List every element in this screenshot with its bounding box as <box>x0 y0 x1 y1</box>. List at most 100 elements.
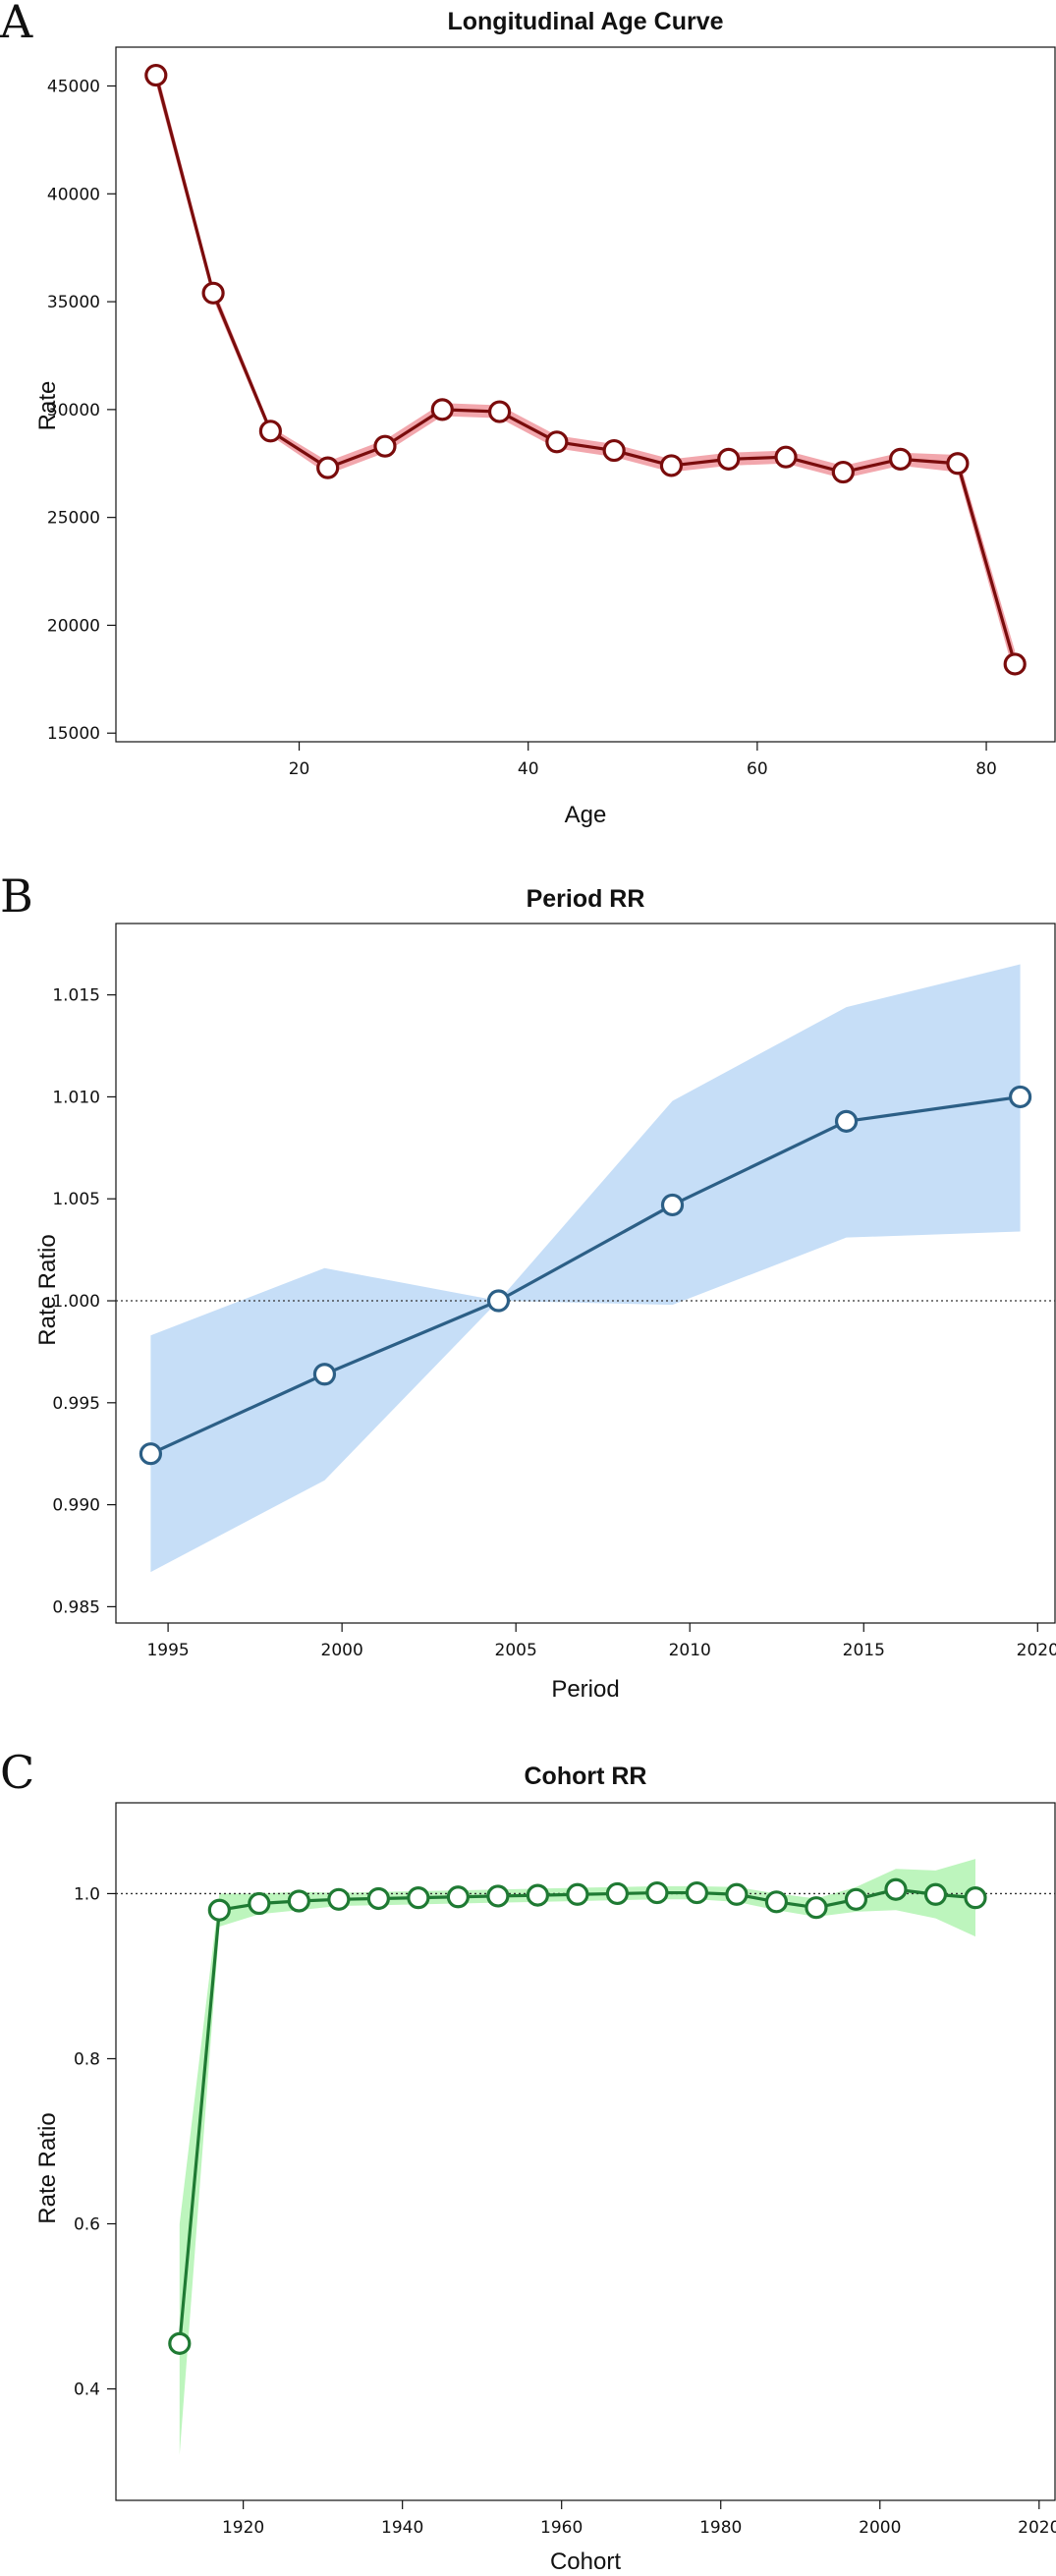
age-y-tick-label: 25000 <box>47 509 100 529</box>
age-x-tick-label: 40 <box>518 759 539 779</box>
age-chart-title: Longitudinal Age Curve <box>447 8 723 35</box>
cohort-plot-frame <box>115 1802 1056 2501</box>
cohort-y-tick-label: 1.0 <box>74 1884 100 1904</box>
period-x-tick-label: 1995 <box>146 1641 189 1660</box>
cohort-y-axis-title: Rate Ratio <box>34 2112 61 2223</box>
cohort-data-point <box>207 1898 231 1922</box>
cohort-y-tick-label: 0.6 <box>74 2215 100 2235</box>
cohort-x-tick-label: 2000 <box>859 2518 901 2538</box>
cohort-data-point <box>407 1886 430 1910</box>
cohort-y-tick-label: 0.4 <box>74 2380 100 2400</box>
cohort-chart-title: Cohort RR <box>525 1763 647 1790</box>
age-x-tick-label: 60 <box>747 759 768 779</box>
age-data-point <box>774 445 798 469</box>
cohort-x-tick-label: 1960 <box>540 2518 583 2538</box>
cohort-data-point <box>327 1887 351 1911</box>
period-data-point <box>660 1193 685 1217</box>
period-x-tick-label: 2015 <box>843 1641 885 1660</box>
period-x-tick-label: 2010 <box>669 1641 711 1660</box>
age-data-point <box>430 398 454 421</box>
panel-letter-b: B <box>0 869 33 923</box>
age-data-point <box>889 447 913 471</box>
cohort-data-point <box>764 1890 789 1914</box>
cohort-data-point <box>923 1882 948 1906</box>
age-chart: 20 40 60 80 15000 20000 25000 30000 35000 40000 45… <box>47 46 1056 779</box>
period-confidence-band <box>150 964 1021 1573</box>
cohort-data-point <box>248 1891 271 1916</box>
period-x-tick-label: 2005 <box>495 1641 537 1660</box>
period-y-tick-label: 0.995 <box>52 1394 100 1414</box>
age-data-point <box>1003 652 1027 676</box>
period-plot-frame <box>115 923 1056 1624</box>
period-data-point <box>486 1289 511 1313</box>
age-plot-frame <box>115 46 1056 743</box>
period-y-tick-label: 1.005 <box>52 1190 100 1209</box>
age-series-line <box>154 75 1017 665</box>
age-data-point <box>946 452 970 476</box>
cohort-data-point <box>884 1877 908 1901</box>
cohort-data-point <box>486 1884 510 1908</box>
period-y-tick-label: 1.010 <box>52 1088 100 1107</box>
age-y-tick-label: 35000 <box>47 293 100 312</box>
cohort-data-point <box>566 1882 589 1906</box>
panel-c: C Cohort RR 1920 1940 1960 1980 2000 2020 0.4 0… <box>0 1746 1056 2575</box>
cohort-data-point <box>645 1880 669 1905</box>
period-y-tick-label: 1.000 <box>52 1292 100 1312</box>
age-y-tick-label: 15000 <box>47 724 100 744</box>
cohort-data-point <box>964 1886 987 1910</box>
age-data-point <box>316 456 340 479</box>
age-data-point <box>659 454 684 477</box>
cohort-confidence-band <box>179 1859 975 2455</box>
period-data-point <box>312 1363 337 1386</box>
age-data-point <box>602 438 626 463</box>
cohort-chart: 1920 1940 1960 1980 2000 2020 0.4 0.6 0.8 1.0 <box>74 1802 1056 2538</box>
panel-b: B Period RR 1995 2000 2005 2010 2015 2020 0.98… <box>0 869 1056 1703</box>
age-data-point <box>487 400 512 423</box>
cohort-data-point <box>805 1896 828 1920</box>
cohort-data-point <box>287 1889 310 1913</box>
age-y-tick-label: 30000 <box>47 401 100 420</box>
period-x-axis-title: Period <box>551 1676 619 1703</box>
age-data-point <box>144 63 168 87</box>
age-x-axis-title: Age <box>565 802 607 828</box>
age-y-tick-label: 45000 <box>47 78 100 97</box>
period-chart: 1995 2000 2005 2010 2015 2020 0.985 0.990 0.995 1… <box>52 923 1056 1660</box>
cohort-data-point <box>366 1886 390 1911</box>
period-data-point <box>139 1442 163 1466</box>
age-y-tick-label: 20000 <box>47 616 100 636</box>
cohort-data-point <box>844 1887 868 1911</box>
cohort-x-axis-title: Cohort <box>550 2548 621 2575</box>
period-chart-title: Period RR <box>527 885 645 913</box>
period-y-tick-label: 1.015 <box>52 986 100 1006</box>
age-data-point <box>373 434 397 458</box>
age-x-tick-label: 80 <box>975 759 997 779</box>
age-data-point <box>258 420 282 443</box>
period-data-point <box>834 1109 859 1133</box>
period-y-axis-title: Rate Ratio <box>34 1234 61 1345</box>
age-data-point <box>201 281 225 305</box>
period-series-line <box>149 1094 1021 1456</box>
age-y-tick-label: 40000 <box>47 185 100 204</box>
period-y-tick-label: 0.990 <box>52 1496 100 1516</box>
panel-letter-a: A <box>0 0 33 48</box>
cohort-y-tick-label: 0.8 <box>74 2049 100 2069</box>
period-x-tick-label: 2000 <box>321 1641 363 1660</box>
cohort-data-point <box>685 1880 709 1905</box>
period-x-tick-label: 2020 <box>1017 1641 1056 1660</box>
age-confidence-band <box>155 66 1016 678</box>
cohort-data-point <box>526 1883 549 1907</box>
age-data-point <box>831 460 855 484</box>
cohort-data-point <box>605 1881 630 1906</box>
age-x-tick-label: 20 <box>289 759 310 779</box>
cohort-data-point <box>725 1882 749 1906</box>
cohort-x-tick-label: 1980 <box>699 2518 742 2538</box>
age-y-axis-title: Rate <box>34 381 61 431</box>
panel-letter-c: C <box>0 1746 34 1799</box>
period-y-tick-label: 0.985 <box>52 1597 100 1617</box>
age-data-point <box>545 430 569 454</box>
cohort-series-line <box>178 1887 976 2344</box>
cohort-data-point <box>446 1885 470 1909</box>
cohort-data-point <box>168 2331 192 2355</box>
